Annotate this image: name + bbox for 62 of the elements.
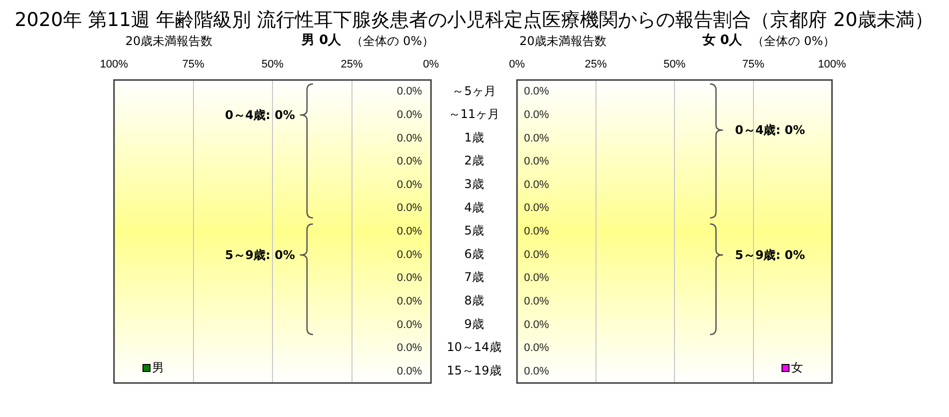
data-label: 0.0% bbox=[524, 248, 550, 261]
data-label: 0.0% bbox=[524, 156, 550, 168]
data-label: 0.0% bbox=[396, 156, 422, 168]
x-tick-label: 0% bbox=[509, 58, 526, 70]
data-label: 0.0% bbox=[524, 365, 550, 378]
x-tick-label: 50% bbox=[261, 58, 284, 70]
y-tick-label: 8歳 bbox=[464, 294, 484, 308]
annotation: 5～9歳: 0% bbox=[735, 246, 806, 264]
y-tick-label: 3歳 bbox=[464, 177, 484, 192]
data-label: 0.0% bbox=[524, 318, 550, 331]
text: 男 0人 bbox=[302, 32, 342, 50]
chart-subtitle: 20歳未満報告数 bbox=[125, 33, 213, 50]
text: 女 0人 bbox=[702, 32, 742, 50]
data-label: 0.0% bbox=[396, 178, 422, 191]
legend-label: 男 bbox=[152, 360, 164, 375]
text: （全体の 0%） bbox=[351, 33, 434, 50]
y-tick-label: ～11ヶ月 bbox=[448, 107, 500, 122]
data-label: 0.0% bbox=[396, 295, 422, 308]
annotation: 5～9歳: 0% bbox=[224, 246, 295, 264]
annotation: 0～4歳: 0% bbox=[735, 122, 806, 140]
y-tick-label: 5歳 bbox=[464, 224, 484, 238]
data-label: 0.0% bbox=[524, 178, 550, 191]
data-label: 0.0% bbox=[524, 226, 550, 238]
annotation: 0～4歳: 0% bbox=[224, 106, 295, 124]
y-tick-label: 10～14歳 bbox=[446, 340, 502, 354]
y-tick-label: 9歳 bbox=[464, 316, 484, 331]
data-label: 0.0% bbox=[396, 226, 422, 238]
x-tick-label: 100% bbox=[100, 58, 128, 70]
y-tick-label: 2歳 bbox=[464, 154, 484, 168]
data-label: 0.0% bbox=[524, 108, 550, 121]
y-tick-label: 1歳 bbox=[464, 130, 484, 144]
x-tick-label: 75% bbox=[182, 58, 204, 70]
data-label: 0.0% bbox=[524, 272, 550, 284]
data-label: 0.0% bbox=[396, 365, 422, 378]
data-label: 0.0% bbox=[524, 295, 550, 308]
data-label: 0.0% bbox=[396, 86, 422, 98]
data-label: 0.0% bbox=[524, 202, 550, 214]
y-tick-label: 15～19歳 bbox=[446, 363, 502, 378]
data-label: 0.0% bbox=[396, 318, 422, 331]
data-label: 0.0% bbox=[396, 108, 422, 121]
y-tick-label: 7歳 bbox=[464, 270, 484, 284]
x-tick-label: 0% bbox=[423, 58, 440, 70]
data-label: 0.0% bbox=[396, 342, 422, 354]
x-tick-label: 50% bbox=[663, 58, 686, 70]
data-label: 0.0% bbox=[396, 272, 422, 284]
text: 2020年 第11週 年齢階級別 流行性耳下腺炎患者の小児科定点医療機関からの報告割合（京都府 20歳未満） bbox=[14, 9, 934, 31]
legend-label: 女 bbox=[791, 360, 803, 375]
x-tick-label: 25% bbox=[584, 58, 607, 70]
x-tick-label: 25% bbox=[340, 58, 363, 70]
text: （全体の 0%） bbox=[752, 33, 835, 50]
chart-subtitle: 20歳未満報告数 bbox=[519, 33, 607, 50]
y-tick-label: ～5ヶ月 bbox=[452, 84, 496, 98]
x-tick-label: 100% bbox=[818, 58, 846, 70]
y-tick-label: 6歳 bbox=[464, 246, 484, 261]
data-label: 0.0% bbox=[524, 86, 550, 98]
data-label: 0.0% bbox=[396, 132, 422, 144]
data-label: 0.0% bbox=[396, 248, 422, 261]
y-tick-label: 4歳 bbox=[464, 200, 484, 214]
data-label: 0.0% bbox=[524, 342, 550, 354]
data-label: 0.0% bbox=[396, 202, 422, 214]
data-label: 0.0% bbox=[524, 132, 550, 144]
x-tick-label: 75% bbox=[742, 58, 764, 70]
